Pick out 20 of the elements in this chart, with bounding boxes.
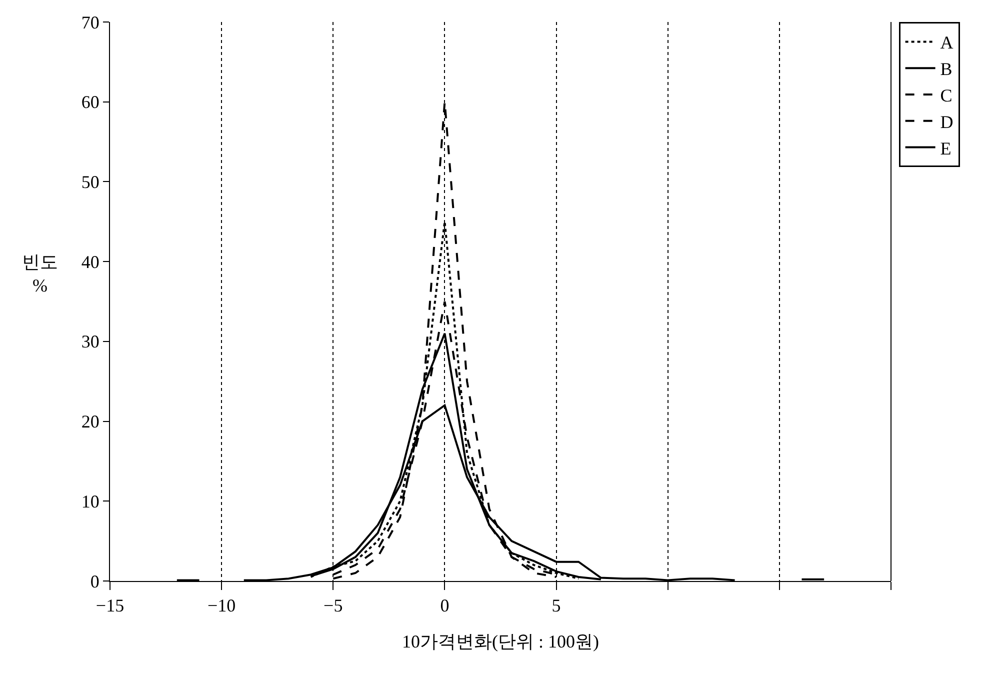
- x-tick-label: −15: [96, 596, 124, 616]
- y-tick-label: 0: [90, 571, 100, 592]
- x-tick-label: −5: [324, 596, 343, 616]
- x-tick-label: 0: [440, 596, 450, 616]
- x-tick-label: −10: [207, 596, 236, 616]
- y-tick-label: 10: [81, 491, 100, 512]
- y-tick-label: 30: [81, 332, 100, 352]
- y-axis-title: 빈도 %: [22, 252, 58, 296]
- legend-label: B: [940, 59, 952, 80]
- y-tick-label: 20: [81, 412, 100, 432]
- legend-label: E: [940, 138, 952, 158]
- x-tick-label: 5: [552, 596, 561, 616]
- y-tick-label: 40: [81, 252, 100, 272]
- legend-label: D: [940, 112, 954, 132]
- y-tick-label: 60: [81, 92, 100, 112]
- x-axis-title: 10가격변화(단위 : 100원): [402, 632, 599, 652]
- y-tick-label: 50: [81, 172, 100, 192]
- y-tick-label: 70: [81, 12, 100, 32]
- legend-label: A: [940, 32, 954, 53]
- legend-label: C: [940, 86, 952, 106]
